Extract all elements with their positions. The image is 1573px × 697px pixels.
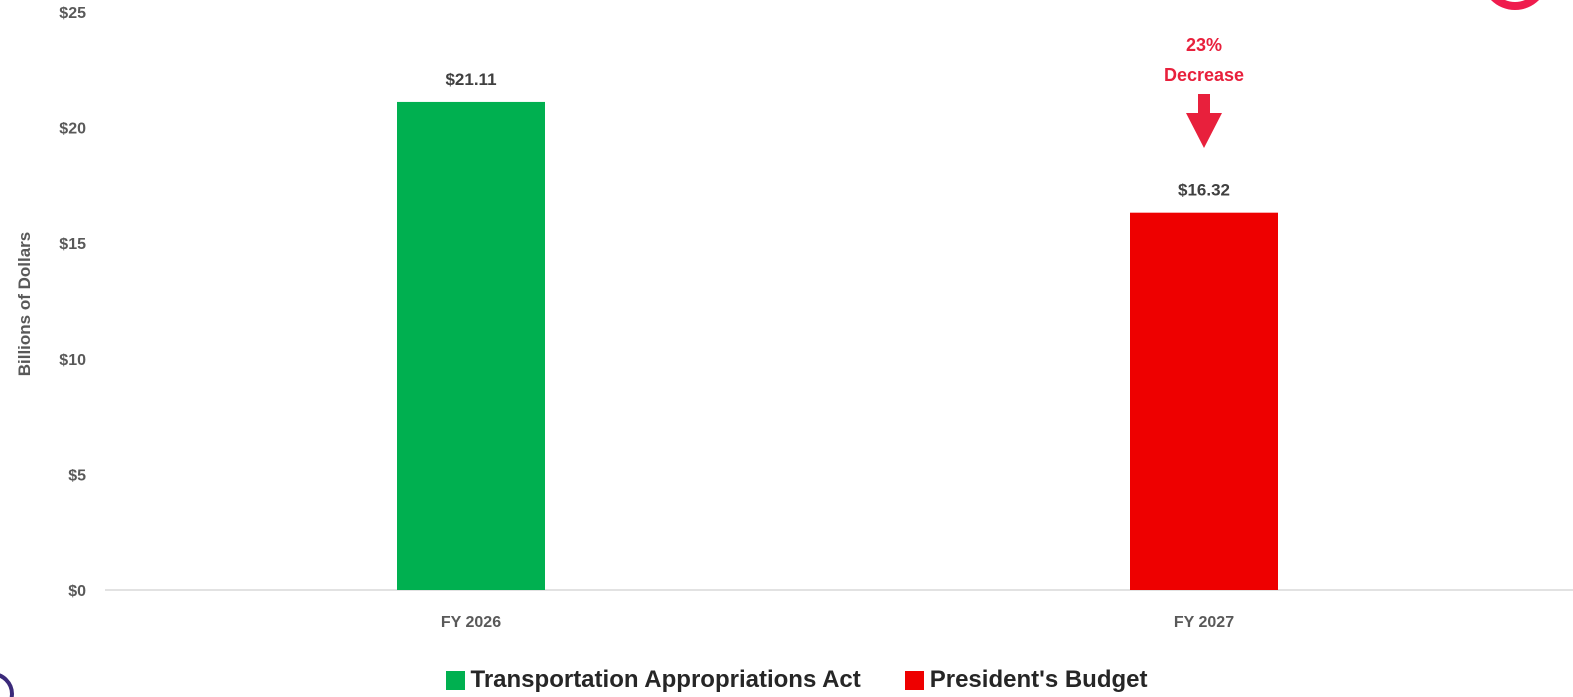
down-arrow-icon [1186,94,1222,148]
annotation-text: 23% [1186,35,1222,55]
bar-fy-2027 [1130,212,1278,591]
legend-item-transportation-act: Transportation Appropriations Act [445,666,861,694]
y-tick-label: $20 [59,121,86,138]
bar-fy-2026 [397,101,545,590]
y-tick-label: $5 [68,467,86,484]
y-tick-label: $0 [68,583,86,600]
y-tick-label: $15 [59,236,86,253]
y-tick-label: $25 [59,5,86,22]
y-tick-label: $10 [59,352,86,369]
data-label: $16.32 [1178,181,1230,200]
x-tick-label: FY 2027 [1174,614,1234,631]
legend-label: Transportation Appropriations Act [470,666,861,693]
y-axis-title: Billions of Dollars [15,232,34,377]
legend-swatch-red [904,670,924,690]
data-label: $21.11 [445,70,496,89]
annotation-text: Decrease [1164,65,1244,85]
legend: Transportation Appropriations Act Presid… [0,664,1573,696]
x-tick-label: FY 2026 [441,614,501,631]
legend-item-presidents-budget: President's Budget [904,666,1148,694]
legend-swatch-green [445,670,465,690]
legend-label: President's Budget [929,666,1148,693]
